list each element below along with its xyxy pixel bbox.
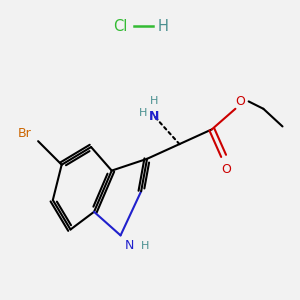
Text: O: O: [222, 163, 232, 176]
Text: H: H: [150, 96, 159, 106]
Text: N: N: [125, 239, 134, 252]
Text: Cl: Cl: [113, 19, 128, 34]
Text: Br: Br: [18, 127, 32, 140]
Text: O: O: [235, 95, 245, 108]
Text: H: H: [140, 241, 149, 251]
Text: H: H: [139, 108, 147, 118]
Text: H: H: [158, 19, 169, 34]
Text: N: N: [149, 110, 160, 123]
